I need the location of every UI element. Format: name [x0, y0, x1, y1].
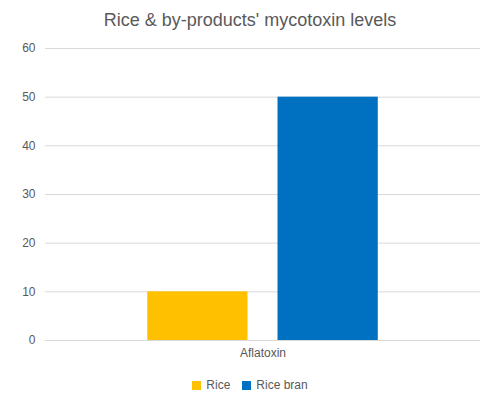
html-text:Rice & by-products' mycotoxin: Rice & by-products' mycotoxin levels — [103, 10, 397, 30]
svg-text:60: 60 — [22, 41, 36, 55]
svg-text:20: 20 — [22, 236, 36, 250]
svg-text:Aflatoxin: Aflatoxin — [240, 346, 286, 360]
svg-text:50: 50 — [22, 90, 36, 104]
html-text:Rice: Rice — [206, 378, 231, 392]
svg-text:0: 0 — [29, 333, 36, 347]
svg-text:30: 30 — [22, 187, 36, 201]
html-text:Rice bran: Rice bran — [256, 378, 308, 392]
svg-text:10: 10 — [22, 285, 36, 299]
svg-text:40: 40 — [22, 139, 36, 153]
